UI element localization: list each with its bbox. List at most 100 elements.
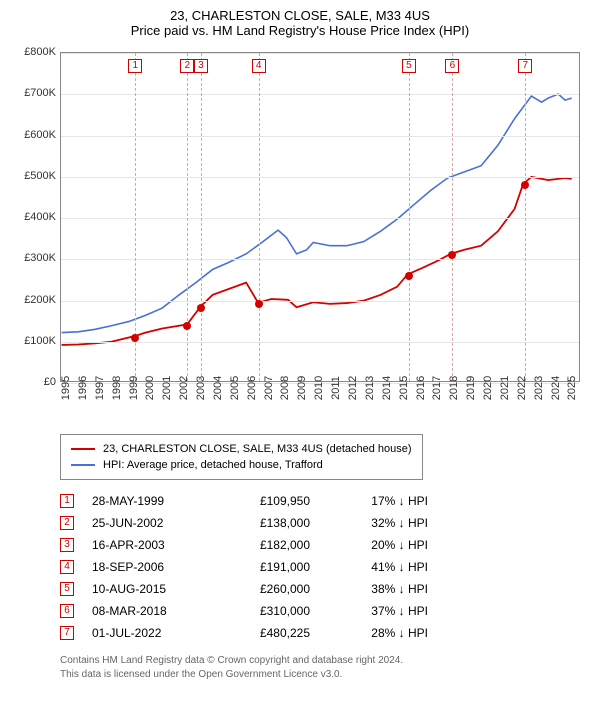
legend-swatch-property: [71, 448, 95, 450]
sale-event-marker: 4: [252, 59, 266, 73]
chart-lines-svg: [61, 53, 579, 381]
sales-row-price: £480,225: [220, 626, 310, 640]
sales-row-index-box: 3: [60, 538, 74, 552]
legend-row-hpi: HPI: Average price, detached house, Traf…: [71, 457, 412, 473]
sales-row-date: 16-APR-2003: [92, 538, 202, 552]
sale-event-dot: [521, 181, 529, 189]
sale-event-marker: 3: [194, 59, 208, 73]
sales-table-row: 7 01-JUL-2022 £480,225 28% ↓ HPI: [60, 622, 588, 644]
plot-area: 1234567: [60, 52, 580, 382]
footer-line1: Contains HM Land Registry data © Crown c…: [60, 654, 588, 668]
x-axis-tick-label: 1999: [128, 376, 140, 400]
x-axis-tick-label: 2011: [330, 376, 342, 400]
y-axis-tick-label: £600K: [24, 129, 56, 141]
sale-event-vline: [452, 53, 453, 381]
sales-row-price: £109,950: [220, 494, 310, 508]
sales-row-index-box: 7: [60, 626, 74, 640]
sale-event-dot: [448, 251, 456, 259]
sales-row-index-box: 5: [60, 582, 74, 596]
sales-row-hpi: 20% ↓ HPI: [328, 538, 428, 552]
sales-row-price: £310,000: [220, 604, 310, 618]
sales-table-row: 128-MAY-1999£109,95017% ↓ HPI: [60, 490, 588, 512]
sales-row-price: £260,000: [220, 582, 310, 596]
x-axis-tick-label: 2015: [398, 376, 410, 400]
sales-row-index-box: 6: [60, 604, 74, 618]
x-axis-tick-label: 2001: [161, 376, 173, 400]
sales-row-date: 01-JUL-2022: [92, 626, 202, 640]
sale-event-vline: [201, 53, 202, 381]
sale-event-vline: [259, 53, 260, 381]
sales-row-date: 18-SEP-2006: [92, 560, 202, 574]
chart-title-line1: 23, CHARLESTON CLOSE, SALE, M33 4US: [12, 8, 588, 23]
sale-event-dot: [131, 334, 139, 342]
x-axis-tick-label: 2002: [178, 376, 190, 400]
sales-row-hpi: 17% ↓ HPI: [328, 494, 428, 508]
sales-row-hpi: 28% ↓ HPI: [328, 626, 428, 640]
chart-title-line2: Price paid vs. HM Land Registry's House …: [12, 23, 588, 38]
sales-row-hpi: 38% ↓ HPI: [328, 582, 428, 596]
x-axis-tick-label: 2023: [533, 376, 545, 400]
sales-row-date: 28-MAY-1999: [92, 494, 202, 508]
x-axis-tick-label: 2025: [566, 376, 578, 400]
x-axis-tick-label: 2014: [381, 376, 393, 400]
legend: 23, CHARLESTON CLOSE, SALE, M33 4US (det…: [60, 434, 423, 480]
x-axis-tick-label: 1996: [77, 376, 89, 400]
sales-row-date: 10-AUG-2015: [92, 582, 202, 596]
sales-row-date: 08-MAR-2018: [92, 604, 202, 618]
sales-table-row: 3 16-APR-2003 £182,000 20% ↓ HPI: [60, 534, 588, 556]
footer: Contains HM Land Registry data © Crown c…: [60, 654, 588, 681]
chart: 1234567 £0£100K£200K£300K£400K£500K£600K…: [12, 46, 588, 426]
legend-label-property: 23, CHARLESTON CLOSE, SALE, M33 4US (det…: [103, 443, 412, 455]
y-axis-tick-label: £0: [44, 376, 56, 388]
x-axis-tick-label: 2012: [347, 376, 359, 400]
gridline-h: [61, 53, 579, 54]
y-axis-tick-label: £500K: [24, 170, 56, 182]
sale-event-dot: [405, 272, 413, 280]
sale-event-dot: [255, 300, 263, 308]
sales-table-row: 5 10-AUG-2015 £260,000 38% ↓ HPI: [60, 578, 588, 600]
gridline-h: [61, 94, 579, 95]
sales-row-index-box: 4: [60, 560, 74, 574]
gridline-h: [61, 136, 579, 137]
page: 23, CHARLESTON CLOSE, SALE, M33 4US Pric…: [0, 0, 600, 689]
sales-table-row: 418-SEP-2006£191,00041% ↓ HPI: [60, 556, 588, 578]
chart-title-block: 23, CHARLESTON CLOSE, SALE, M33 4US Pric…: [12, 8, 588, 38]
y-axis-tick-label: £200K: [24, 294, 56, 306]
sales-table-row: 225-JUN-2002£138,00032% ↓ HPI: [60, 512, 588, 534]
x-axis-tick-label: 2003: [195, 376, 207, 400]
x-axis-tick-label: 1998: [111, 376, 123, 400]
sale-event-marker: 2: [180, 59, 194, 73]
x-axis-tick-label: 2016: [415, 376, 427, 400]
sale-event-marker: 1: [128, 59, 142, 73]
sales-row-date: 25-JUN-2002: [92, 516, 202, 530]
sale-event-marker: 5: [402, 59, 416, 73]
y-axis-tick-label: £400K: [24, 211, 56, 223]
gridline-h: [61, 342, 579, 343]
hpi-line: [62, 94, 572, 333]
gridline-h: [61, 301, 579, 302]
x-axis-tick-label: 2010: [313, 376, 325, 400]
x-axis-tick-label: 2006: [246, 376, 258, 400]
sale-event-dot: [183, 322, 191, 330]
x-axis-tick-label: 1997: [94, 376, 106, 400]
sales-table: 128-MAY-1999£109,95017% ↓ HPI225-JUN-200…: [60, 490, 588, 644]
x-axis-tick-label: 2000: [144, 376, 156, 400]
x-axis-tick-label: 2024: [550, 376, 562, 400]
legend-swatch-hpi: [71, 464, 95, 466]
sale-event-marker: 6: [445, 59, 459, 73]
gridline-h: [61, 218, 579, 219]
sales-row-price: £138,000: [220, 516, 310, 530]
sales-row-price: £182,000: [220, 538, 310, 552]
y-axis-tick-label: £300K: [24, 252, 56, 264]
x-axis-tick-label: 2017: [431, 376, 443, 400]
sale-event-dot: [197, 304, 205, 312]
x-axis-tick-label: 2018: [448, 376, 460, 400]
footer-line2: This data is licensed under the Open Gov…: [60, 668, 588, 682]
sales-row-index-box: 2: [60, 516, 74, 530]
y-axis-tick-label: £100K: [24, 335, 56, 347]
sale-event-vline: [135, 53, 136, 381]
x-axis-tick-label: 2008: [279, 376, 291, 400]
sale-event-vline: [525, 53, 526, 381]
x-axis-tick-label: 1995: [60, 376, 72, 400]
x-axis-tick-label: 2021: [499, 376, 511, 400]
